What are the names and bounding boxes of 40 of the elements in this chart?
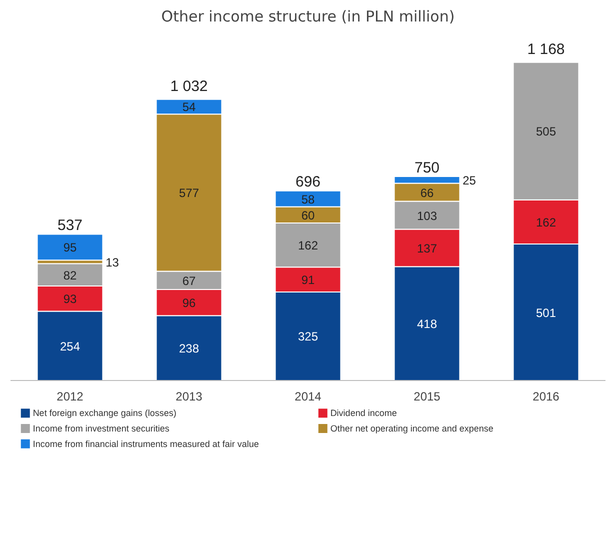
data-label: 238 <box>178 342 200 356</box>
data-label: 95 <box>63 240 77 255</box>
data-label: 418 <box>416 317 438 332</box>
data-label: 103 <box>416 208 438 223</box>
data-label: 93 <box>63 292 77 306</box>
total-label: 696 <box>295 174 321 191</box>
x-tick-label: 2014 <box>294 390 322 404</box>
data-label: 137 <box>416 241 438 256</box>
x-tick-label: 2015 <box>414 390 441 404</box>
data-label: 577 <box>178 186 200 200</box>
data-label: 501 <box>536 306 556 320</box>
total-label: 1 168 <box>527 41 565 58</box>
legend-label: Dividend income <box>330 408 397 418</box>
data-label: 505 <box>536 124 556 139</box>
data-label: 25 <box>462 173 476 188</box>
legend-label: Other net operating income and expense <box>330 424 494 434</box>
x-tick-label: 2013 <box>176 390 203 404</box>
x-tick-label: 2016 <box>532 390 560 404</box>
data-label: 162 <box>298 238 318 253</box>
data-label: 60 <box>301 208 315 222</box>
legend-label: Income from financial instruments measured at fair value <box>32 438 259 449</box>
total-label: 1 032 <box>170 78 208 96</box>
data-label: 66 <box>420 186 434 200</box>
legend-label: Net foreign exchange gains (losses) <box>32 408 176 418</box>
data-label: 96 <box>182 296 196 310</box>
data-label: 67 <box>182 274 196 288</box>
x-tick-label: 2012 <box>56 390 84 404</box>
chart-title: Other income structure (in PLN million) <box>161 8 455 26</box>
data-label: 325 <box>298 330 318 344</box>
data-label: 54 <box>182 100 196 114</box>
data-label: 91 <box>301 273 315 288</box>
legend-label: Income from investment securities <box>32 424 170 434</box>
total-label: 750 <box>414 159 440 176</box>
data-label: 162 <box>536 215 556 230</box>
total-label: 537 <box>57 217 83 234</box>
bar <box>36 234 104 261</box>
data-label: 82 <box>63 268 77 282</box>
data-label: 254 <box>60 339 80 354</box>
data-label: 58 <box>301 192 315 206</box>
data-label: 13 <box>106 255 120 270</box>
